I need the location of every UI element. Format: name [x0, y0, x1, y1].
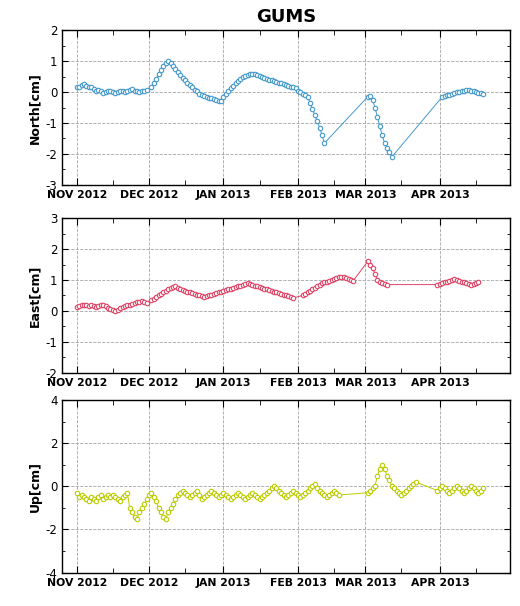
Title: GUMS: GUMS	[256, 8, 316, 26]
Y-axis label: East[cm]: East[cm]	[29, 264, 42, 327]
Y-axis label: Up[cm]: Up[cm]	[29, 461, 42, 512]
Y-axis label: North[cm]: North[cm]	[29, 72, 42, 144]
